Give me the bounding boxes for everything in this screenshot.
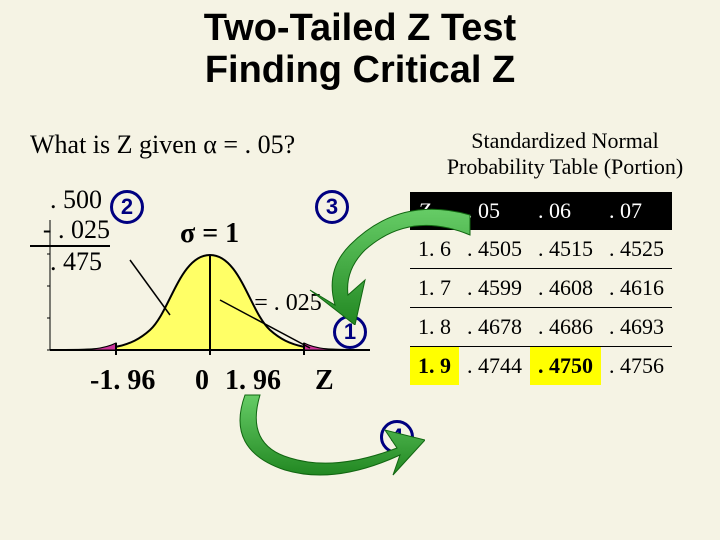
cell: . 4616 [601,269,672,308]
cell: . 4678 [459,308,530,347]
title-line-2: Finding Critical Z [205,49,515,91]
cell: 1. 8 [410,308,459,347]
th-z: Z [410,192,459,230]
cell: 1. 6 [410,230,459,269]
page-title: Two-Tailed Z Test Finding Critical Z [0,0,720,92]
axis-pos: 1. 96 [225,365,281,397]
table-title-l1: Standardized Normal [471,128,659,153]
table-row: 1. 7 . 4599 . 4608 . 4616 [410,269,672,308]
cell: . 4756 [601,347,672,386]
axis-z: Z [315,365,334,397]
th-07: . 07 [601,192,672,230]
cell: . 4515 [530,230,601,269]
axis-zero: 0 [195,365,209,397]
th-05: . 05 [459,192,530,230]
cell-hl: 1. 9 [410,347,459,386]
normal-curve-chart [20,200,380,370]
cell: . 4744 [459,347,530,386]
table-row: 1. 8 . 4678 . 4686 . 4693 [410,308,672,347]
cell: . 4693 [601,308,672,347]
table-row: 1. 6 . 4505 . 4515 . 4525 [410,230,672,269]
cell: 1. 7 [410,269,459,308]
table-header-row: Z . 05 . 06 . 07 [410,192,672,230]
cell: . 4505 [459,230,530,269]
cell-hl: . 4750 [530,347,601,386]
cell: . 4686 [530,308,601,347]
cell: . 4599 [459,269,530,308]
table-row-highlight: 1. 9 . 4744 . 4750 . 4756 [410,347,672,386]
cell: . 4608 [530,269,601,308]
table-title-l2: Probability Table (Portion) [447,154,683,179]
axis-neg: -1. 96 [90,365,155,397]
title-line-1: Two-Tailed Z Test [204,7,516,49]
table-title: Standardized Normal Probability Table (P… [420,128,710,180]
th-06: . 06 [530,192,601,230]
z-table: Z . 05 . 06 . 07 1. 6 . 4505 . 4515 . 45… [410,192,672,385]
cell: . 4525 [601,230,672,269]
question-text: What is Z given α = . 05? [30,130,295,160]
step-4-badge: 4 [380,420,414,454]
